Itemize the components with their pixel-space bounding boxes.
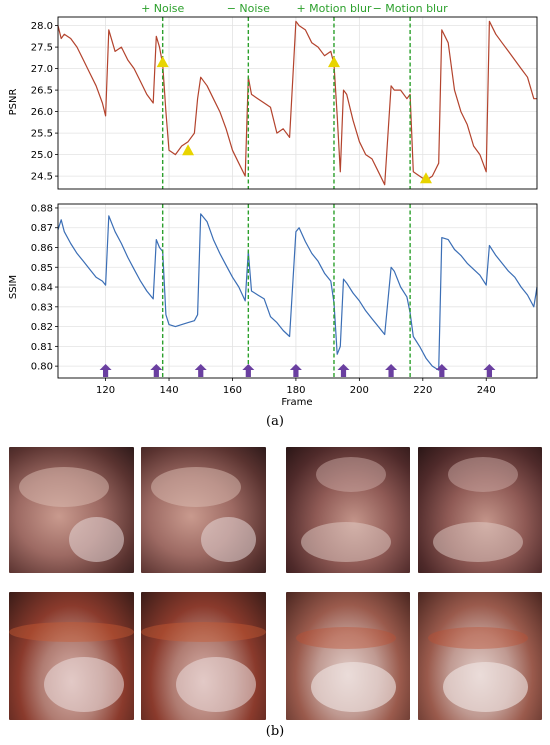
yellow-triangle-marker [327, 56, 340, 68]
yellow-triangle-marker [156, 56, 169, 68]
psnr-ssim-chart-figure: + Noise − Noise + Motion blur − Motion b… [8, 2, 538, 408]
ssim-panel: 0.80 0.81 0.82 0.83 0.84 0.85 0.86 0.87 0.88 120 1… [31, 203, 538, 396]
endoscopy-frame-5 [9, 592, 134, 720]
ssim-series-line [57, 213, 538, 371]
frame-xtick-label: 200 [350, 385, 369, 396]
psnr-panel: 24.5 25.0 25.5 26.0 26.5 27.0 27.5 28.0 [31, 16, 538, 190]
ssim-ytick-label: 0.82 [31, 322, 53, 333]
frame-xtick-label: 240 [477, 385, 496, 396]
frame-axis-label: Frame [281, 397, 312, 408]
frame-xtick-label: 160 [223, 385, 242, 396]
endoscopy-frame-3 [286, 447, 410, 573]
psnr-ytick-label: 24.5 [31, 172, 53, 183]
keyframe-arrow-marker [337, 364, 350, 377]
ssim-ytick-label: 0.85 [31, 263, 53, 274]
psnr-grid [58, 17, 537, 189]
ssim-ytick-label: 0.88 [31, 203, 53, 214]
keyframe-arrow-marker [289, 364, 302, 377]
ssim-ytick-label: 0.86 [31, 243, 53, 254]
ssim-axis-label: SSIM [8, 275, 19, 299]
keyframe-arrow-marker [150, 364, 163, 377]
psnr-axis-label: PSNR [8, 89, 19, 116]
ssim-ytick-label: 0.87 [31, 223, 53, 234]
endoscopy-frame-6 [141, 592, 266, 720]
keyframe-arrow-marker [435, 364, 448, 377]
endoscopy-frame-7 [286, 592, 410, 720]
keyframe-arrow-marker [99, 364, 112, 377]
event-labels: + Noise − Noise + Motion blur − Motion b… [141, 2, 448, 15]
psnr-plot-frame [57, 16, 538, 190]
psnr-ytick-label: 25.0 [31, 150, 53, 161]
caption-b: (b) [265, 724, 285, 739]
psnr-series-line [57, 20, 537, 186]
keyframe-arrow-marker [385, 364, 398, 377]
frame-xtick-label: 220 [413, 385, 432, 396]
frame-xtick-label: 120 [96, 385, 115, 396]
ssim-ytick-label: 0.80 [31, 362, 53, 373]
ssim-grid [58, 204, 537, 378]
keyframe-arrow-marker [242, 364, 255, 377]
endoscopy-frame-1 [9, 447, 134, 573]
frame-xtick-label: 180 [286, 385, 305, 396]
event-label-remove-noise: − Noise [227, 2, 270, 15]
yellow-triangle-marker [419, 172, 432, 184]
event-label-add-noise: + Noise [141, 2, 184, 15]
endoscopy-frame-8 [418, 592, 542, 720]
yellow-triangle-marker [182, 144, 195, 156]
psnr-ytick-label: 27.5 [31, 43, 53, 54]
psnr-ytick-label: 26.5 [31, 86, 53, 97]
caption-a: (a) [266, 414, 284, 429]
event-label-add-motion-blur: + Motion blur [296, 2, 372, 15]
psnr-ytick-label: 25.5 [31, 129, 53, 140]
endoscopy-frame-4 [418, 447, 542, 573]
ssim-ytick-label: 0.84 [31, 283, 53, 294]
ssim-ytick-label: 0.81 [31, 342, 53, 353]
endoscopy-frame-2 [141, 447, 266, 573]
event-label-remove-motion-blur: − Motion blur [373, 2, 449, 15]
frame-xtick-label: 140 [159, 385, 178, 396]
ssim-ytick-label: 0.83 [31, 302, 53, 313]
ssim-plot-frame [57, 203, 538, 379]
psnr-ytick-label: 26.0 [31, 107, 53, 118]
psnr-ytick-label: 27.0 [31, 64, 53, 75]
keyframe-arrow-marker [483, 364, 496, 377]
psnr-ytick-label: 28.0 [31, 21, 53, 32]
keyframe-arrow-marker [194, 364, 207, 377]
